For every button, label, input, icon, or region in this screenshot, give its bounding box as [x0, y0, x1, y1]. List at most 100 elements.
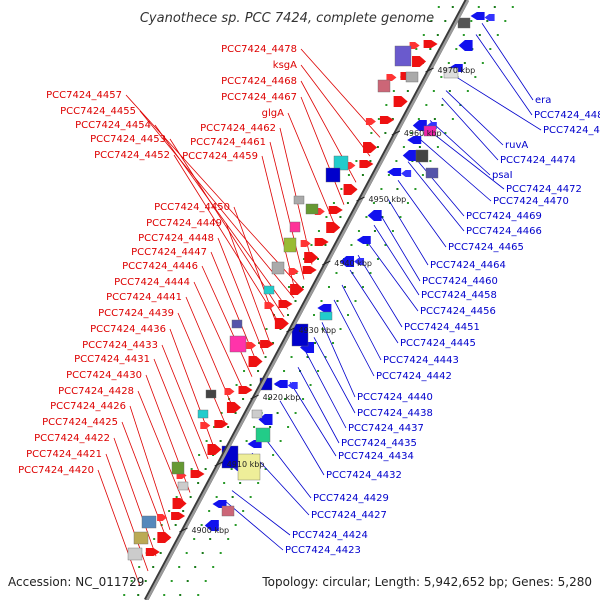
track-dot: [231, 496, 234, 498]
gene-arrow: [356, 236, 371, 244]
rna-feature-box: [405, 71, 419, 83]
track-dot: [391, 230, 394, 232]
track-dot: [470, 20, 473, 22]
tick-mark: [250, 394, 259, 400]
leader-line-left: [269, 141, 305, 280]
rna-feature-box: [291, 323, 309, 347]
leader-line-right: [279, 400, 325, 476]
gene-label-left: PCC7424_4425: [42, 417, 118, 428]
gene-label-left: PCC7424_4462: [200, 123, 276, 134]
track-dot: [422, 34, 425, 36]
gene-arrow: [379, 116, 394, 124]
rna-feature-box: [255, 427, 271, 443]
gene-label-left: glgA: [262, 108, 284, 119]
track-dot: [159, 552, 162, 554]
leader-line-right: [441, 97, 499, 161]
tick-label: 4910 kbp: [227, 460, 265, 469]
gene-label-left: PCC7424_4457: [46, 90, 122, 101]
gene-arrow: [300, 240, 311, 247]
track-dot: [227, 426, 230, 428]
gene-arrow: [470, 12, 485, 20]
rna-feature-box: [127, 547, 143, 561]
gene-label-left: PCC7424_4461: [190, 137, 266, 148]
track-dot: [346, 202, 349, 204]
track-dot: [418, 146, 421, 148]
leader-line-left: [129, 405, 171, 531]
track-dot: [212, 566, 215, 568]
gene-arrow: [238, 386, 253, 394]
leader-line-right: [445, 90, 504, 146]
leader-line-left: [177, 312, 227, 426]
leader-line-left: [300, 64, 371, 157]
gene-arrow: [317, 304, 332, 312]
gene-label-right: era: [535, 95, 551, 106]
gene-label-left: PCC7424_4454: [75, 120, 151, 131]
track-dot: [170, 580, 173, 582]
track-dot: [350, 244, 353, 246]
track-dot: [257, 482, 260, 484]
track-dot: [264, 356, 267, 358]
gene-label-right: PCC7424_4456: [420, 306, 496, 317]
leader-line-right: [373, 224, 420, 296]
track-dot: [351, 272, 354, 274]
leader-line-right: [321, 322, 356, 398]
track-dot: [463, 62, 466, 64]
track-dot: [493, 6, 496, 8]
track-dot: [138, 566, 141, 568]
track-dot: [234, 524, 237, 526]
track-dot: [477, 6, 480, 8]
gene-label-left: PCC7424_4446: [122, 261, 198, 272]
track-dot: [265, 328, 268, 330]
track-dot: [194, 566, 197, 568]
track-dot: [245, 440, 248, 442]
track-dot: [481, 62, 484, 64]
gene-arrow: [264, 302, 275, 309]
gene-arrow: [260, 340, 275, 348]
track-dot: [230, 468, 233, 470]
gene-label-left: PCC7424_4426: [50, 401, 126, 412]
rna-feature-box: [425, 167, 439, 179]
track-dot: [369, 272, 372, 274]
track-dot: [327, 286, 330, 288]
track-dot: [376, 258, 379, 260]
leader-line-right: [379, 213, 421, 282]
track-dot: [486, 20, 489, 22]
rna-feature-box: [443, 67, 459, 79]
rna-feature-box: [221, 505, 235, 517]
track-dot: [429, 160, 432, 162]
track-dot: [287, 426, 290, 428]
track-dot: [430, 20, 433, 22]
gene-arrow: [200, 422, 211, 429]
track-dot: [365, 216, 368, 218]
track-dot: [227, 538, 230, 540]
track-dot: [276, 412, 279, 414]
track-dot: [387, 174, 390, 176]
rna-feature-box: [141, 515, 157, 529]
track-dot: [372, 202, 375, 204]
track-dot: [294, 412, 297, 414]
gene-arrow: [401, 170, 412, 177]
gene-label-right: PCC7424_4460: [422, 276, 498, 287]
track-dot: [324, 356, 327, 358]
gene-arrow: [423, 40, 438, 48]
accession-text: Accession: NC_011729: [8, 575, 144, 589]
leader-line-right: [425, 127, 505, 190]
gene-arrow: [412, 120, 427, 131]
tick-label: 4960 kbp: [404, 129, 442, 138]
track-dot: [204, 580, 207, 582]
track-dot: [197, 482, 200, 484]
gene-arrow: [393, 96, 408, 107]
leader-line-left: [173, 154, 281, 325]
track-dot: [220, 412, 223, 414]
track-dot: [272, 342, 275, 344]
track-dot: [190, 468, 193, 470]
track-dot: [144, 580, 147, 582]
track-dot: [324, 244, 327, 246]
gene-label-left: PCC7424_4449: [146, 218, 222, 229]
rna-feature-box: [293, 195, 305, 205]
track-dot: [223, 482, 226, 484]
track-dot: [332, 342, 335, 344]
leader-line-left: [125, 94, 301, 288]
